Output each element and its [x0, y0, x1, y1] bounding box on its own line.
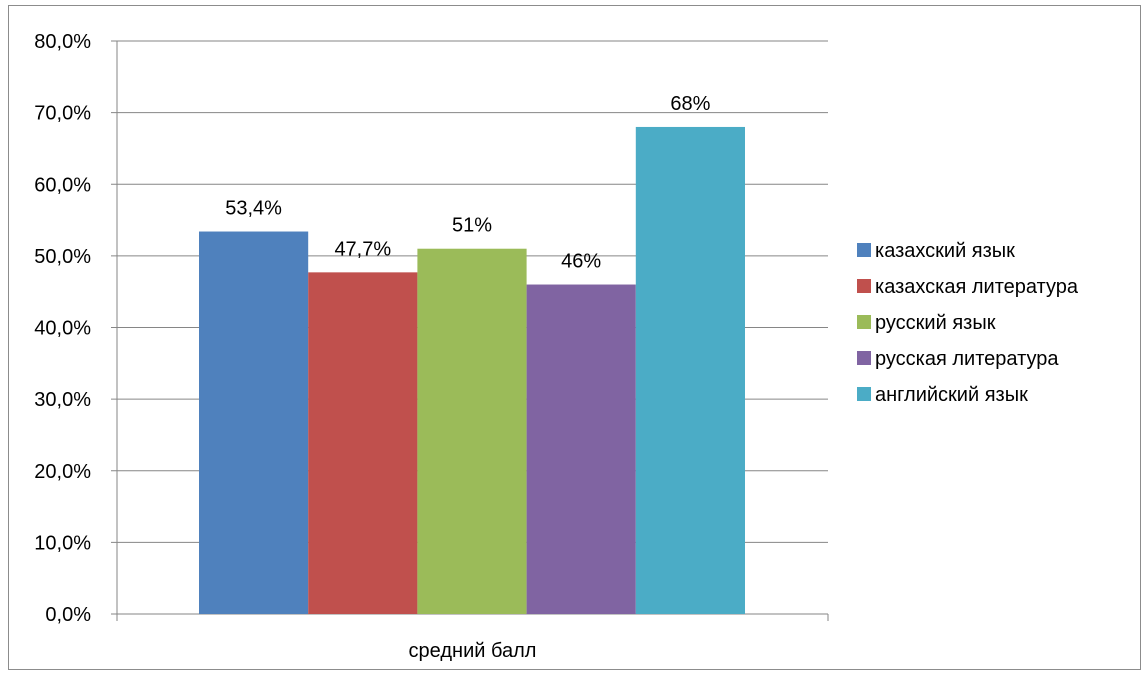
- bar: [308, 272, 418, 614]
- bar: [417, 248, 527, 614]
- data-label: 46%: [561, 251, 601, 273]
- data-labels: 53,4% 47,7% 51% 46% 68%: [225, 93, 710, 273]
- legend-label: казахская литература: [875, 276, 1079, 298]
- y-tick-label: 30,0%: [34, 389, 91, 411]
- legend-label: русская литература: [875, 348, 1059, 370]
- legend-label: русский язык: [875, 312, 996, 334]
- bars: [199, 126, 745, 614]
- y-tick-label: 10,0%: [34, 532, 91, 554]
- y-tick-label: 60,0%: [34, 174, 91, 196]
- legend-label: казахский язык: [875, 240, 1015, 262]
- y-tick-label: 40,0%: [34, 318, 91, 340]
- legend-swatch: [857, 315, 871, 329]
- data-label: 68%: [670, 93, 710, 115]
- y-tick-label: 70,0%: [34, 103, 91, 125]
- y-tick-label: 20,0%: [34, 461, 91, 483]
- legend-swatch: [857, 387, 871, 401]
- legend-label: английский язык: [875, 384, 1028, 406]
- data-label: 53,4%: [225, 198, 282, 220]
- legend-swatch: [857, 351, 871, 365]
- data-label: 47,7%: [334, 238, 391, 260]
- bar: [526, 284, 636, 614]
- legend: казахский язык казахская литература русски…: [857, 240, 1079, 406]
- data-label: 51%: [452, 215, 492, 237]
- y-tick-label: 0,0%: [45, 604, 91, 626]
- bar: [635, 126, 745, 614]
- legend-swatch: [857, 279, 871, 293]
- y-tick-label: 50,0%: [34, 246, 91, 268]
- y-tick-label: 80,0%: [34, 31, 91, 53]
- x-category-label: средний балл: [409, 640, 537, 662]
- bar: [199, 231, 309, 614]
- legend-swatch: [857, 243, 871, 257]
